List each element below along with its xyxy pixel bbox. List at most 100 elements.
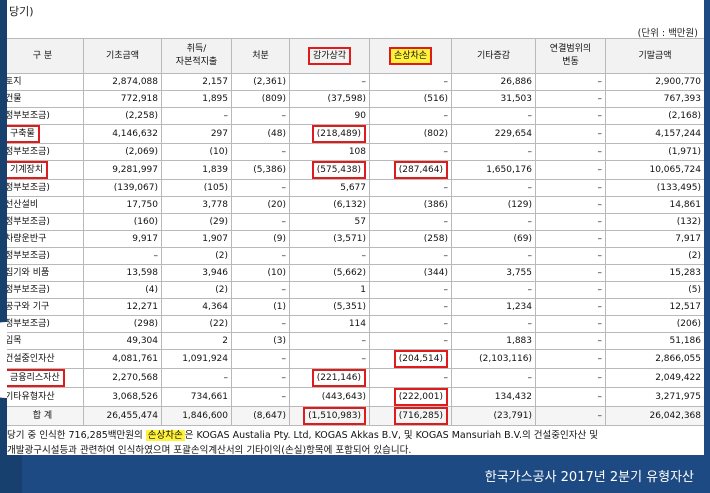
table-cell: (133,495) <box>605 179 704 197</box>
table-row: 정부보조금) (298) (22) –114– – – (206) <box>7 315 704 333</box>
table-cell: 57 <box>289 213 370 231</box>
table-cell: 108 <box>289 143 370 161</box>
table-cell: 1,895 <box>161 90 232 108</box>
table-cell: (6,132) <box>289 196 370 214</box>
table-cell: – <box>369 73 452 91</box>
table-cell: 2,900,770 <box>605 73 704 91</box>
table-cell: (809) <box>231 90 290 108</box>
asset-table: 구 분 기초금액 취득/자본적지출 처분 감가상각 손상차손 기타증감 연결범위의 변동 기말금액… <box>7 38 704 426</box>
table-cell: (3) <box>231 332 290 350</box>
table-row: 집기와 비품 13,598 3,946 (10) (5,662) (344) 3,755–1… <box>7 264 704 282</box>
table-cell: (221,146) <box>289 368 370 388</box>
table-cell: (298) <box>83 315 162 333</box>
table-cell: 767,393 <box>605 90 704 108</box>
table-cell: – <box>231 143 290 161</box>
table-cell: 14,861 <box>605 196 704 214</box>
table-cell: 정부보조금) <box>7 213 84 231</box>
footnote-line-1: 당기 중 인식한 716,285백만원의 손상차손 은 KOGAS Austali… <box>7 428 704 443</box>
header-cell: 감가상각 <box>289 38 370 74</box>
header-cell: 기초금액 <box>83 38 162 74</box>
table-cell: (8,647) <box>231 406 290 426</box>
table-cell: – <box>451 213 536 231</box>
table-cell: 17,750 <box>83 196 162 214</box>
table-cell: – <box>451 143 536 161</box>
table-cell: 금융리스자산 <box>7 368 84 388</box>
table-cell: – <box>231 281 290 299</box>
document-sheet: 당기) (단위 : 백만원) 구 분 기초금액 취득/자본적지출 처분 감가상각 손상차손… <box>7 0 704 455</box>
table-cell: – <box>369 247 452 265</box>
table-body: 토지2,874,0882,157(2,361)––26,886–2,900,77… <box>7 73 704 426</box>
highlight-box: 기계장치 <box>7 161 49 179</box>
table-cell: (5,351) <box>289 298 370 316</box>
table-cell: 26,042,368 <box>605 406 704 426</box>
table-cell: 건물 <box>7 90 84 108</box>
table-cell: 1,091,924 <box>161 349 232 369</box>
table-cell: – <box>231 247 290 265</box>
table-row: 정부보조금) (160) (29) –57– – – (132) <box>7 213 704 231</box>
table-cell: 정부보조금) <box>7 143 84 161</box>
table-cell: – <box>369 332 452 350</box>
table-cell: – <box>83 247 162 265</box>
table-cell: (5) <box>605 281 704 299</box>
table-row: 정부보조금) – (2) – – – – – (2) <box>7 247 704 265</box>
table-cell: 1,839 <box>161 160 232 180</box>
table-cell: – <box>451 107 536 125</box>
table-cell: 9,281,997 <box>83 160 162 180</box>
table-row: 토지2,874,0882,157(2,361)––26,886–2,900,77… <box>7 73 704 91</box>
table-cell: 3,778 <box>161 196 232 214</box>
table-cell: – <box>535 247 606 265</box>
table-cell: (105) <box>161 179 232 197</box>
table-cell: 3,271,975 <box>605 387 704 407</box>
header-cell: 취득/자본적지출 <box>161 38 232 74</box>
table-total-row: 합 계 26,455,474 1,846,600 (8,647) (1,510,983)… <box>7 406 704 426</box>
table-cell: 12,517 <box>605 298 704 316</box>
footnote: 당기 중 인식한 716,285백만원의 손상차손 은 KOGAS Austali… <box>7 428 704 455</box>
table-cell: 134,432 <box>451 387 536 407</box>
table-cell: (29) <box>161 213 232 231</box>
highlight-box: (218,489) <box>311 125 366 143</box>
highlight-box: 금융리스자산 <box>7 369 65 387</box>
table-cell: – <box>535 406 606 426</box>
table-cell: – <box>535 332 606 350</box>
table-cell: (132) <box>605 213 704 231</box>
table-cell: 정부보조금) <box>7 107 84 125</box>
table-cell: – <box>161 368 232 388</box>
table-cell: 2,049,422 <box>605 368 704 388</box>
table-cell: (2) <box>161 281 232 299</box>
unit-note: (단위 : 백만원) <box>637 28 698 39</box>
table-row: 기계장치 9,281,997 1,839 (5,386) (575,438) (287,4… <box>7 160 704 180</box>
table-cell: 229,654 <box>451 124 536 144</box>
table-cell: – <box>289 332 370 350</box>
table-cell: 기타유형자산 <box>7 387 84 407</box>
table-cell: 정부보조금) <box>7 281 84 299</box>
table-cell: (222,001) <box>369 387 452 407</box>
table-cell: – <box>289 73 370 91</box>
table-cell: 4,364 <box>161 298 232 316</box>
table-cell: – <box>369 143 452 161</box>
table-cell: (2,069) <box>83 143 162 161</box>
table-cell: 26,455,474 <box>83 406 162 426</box>
table-row: 공구와 기구 12,271 4,364 (1) (5,351) –1,234–12,517 <box>7 298 704 316</box>
section-heading: 당기) <box>9 5 34 18</box>
table-cell: – <box>451 368 536 388</box>
table-cell: – <box>369 298 452 316</box>
table-cell: 2,866,055 <box>605 349 704 369</box>
table-cell: 15,283 <box>605 264 704 282</box>
table-cell: (2,258) <box>83 107 162 125</box>
highlight-box: 구축물 <box>7 125 40 143</box>
table-cell: 구축물 <box>7 124 84 144</box>
table-row: 구축물 4,146,632 297 (48) (218,489) (802) 229,654… <box>7 124 704 144</box>
table-cell: – <box>231 179 290 197</box>
table-cell: – <box>451 281 536 299</box>
table-cell: – <box>535 387 606 407</box>
table-cell: 2 <box>161 332 232 350</box>
table-cell: – <box>535 230 606 248</box>
table-cell: 4,146,632 <box>83 124 162 144</box>
table-cell: – <box>369 179 452 197</box>
table-cell: 2,157 <box>161 73 232 91</box>
header-cell: 연결범위의 변동 <box>535 38 606 74</box>
footnote-line-2: 개발광구시설등과 관련하여 인식하였으며 포괄손익계산서의 기타이익(손실)항목… <box>7 445 412 455</box>
table-row: 정부보조금) (139,067) (105) –5,677– – – (133,495) <box>7 179 704 197</box>
table-cell: 입목 <box>7 332 84 350</box>
table-cell: 31,503 <box>451 90 536 108</box>
